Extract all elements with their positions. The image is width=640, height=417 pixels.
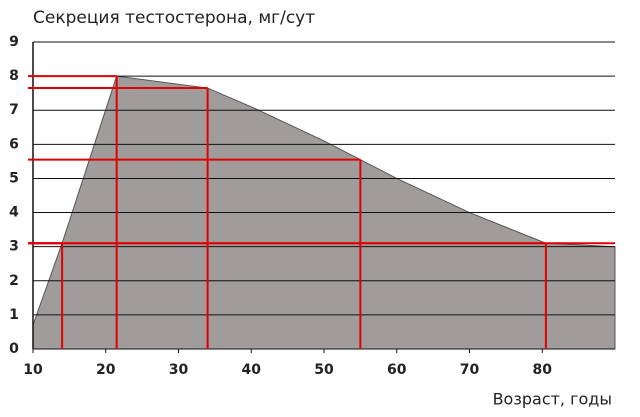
y-tick-label: 2 <box>9 273 19 289</box>
x-tick-label: 30 <box>169 362 189 378</box>
y-tick-label: 1 <box>9 307 19 323</box>
x-tick-label: 40 <box>242 362 262 378</box>
y-tick-label: 3 <box>9 239 19 255</box>
y-tick-label: 9 <box>9 34 19 50</box>
x-tick-label: 80 <box>533 362 553 378</box>
y-tick-label: 7 <box>9 102 19 118</box>
y-tick-label: 0 <box>9 341 19 357</box>
x-tick-label: 50 <box>314 362 334 378</box>
x-tick-label: 70 <box>460 362 480 378</box>
chart-title: Секреция тестостерона, мг/сут <box>33 8 315 28</box>
y-tick-label: 5 <box>9 170 19 186</box>
y-tick-label: 6 <box>9 136 19 152</box>
x-tick-label: 20 <box>96 362 116 378</box>
y-tick-label: 8 <box>9 68 19 84</box>
x-axis-label: Возраст, годы <box>493 390 612 409</box>
x-tick-label: 60 <box>387 362 407 378</box>
x-tick-label: 10 <box>23 362 43 378</box>
y-tick-label: 4 <box>9 205 19 221</box>
